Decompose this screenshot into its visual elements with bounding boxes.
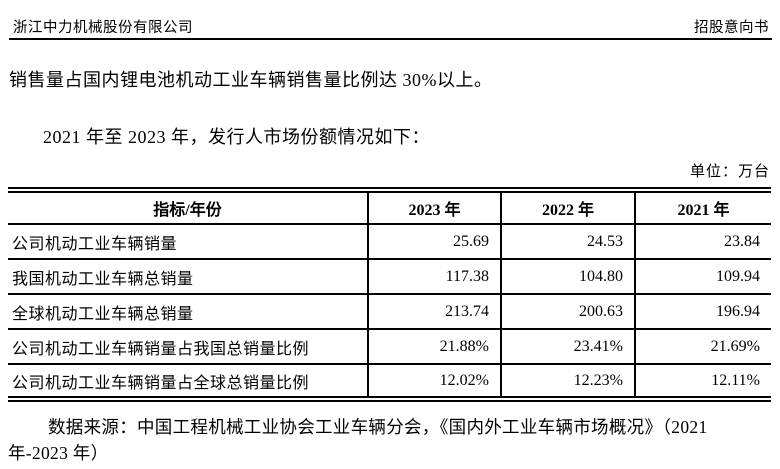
cell-value: 21.88% — [367, 329, 501, 365]
cell-value: 117.38 — [367, 259, 501, 295]
row-label-china-share-ratio: 公司机动工业车辆销量占我国总销量比例 — [8, 329, 368, 365]
data-source-note-line2: 年-2023 年） — [8, 443, 109, 463]
cell-value: 25.69 — [367, 224, 501, 260]
cell-value: 213.74 — [367, 294, 501, 330]
cell-value: 200.63 — [500, 294, 635, 330]
column-header-indicator: 指标/年份 — [8, 190, 368, 225]
document-header: 浙江中力机械股份有限公司 招股意向书 — [13, 16, 769, 37]
header-divider — [9, 38, 772, 40]
cell-value: 196.94 — [634, 294, 771, 330]
cell-value: 23.84 — [634, 224, 771, 260]
cell-value: 12.23% — [500, 364, 635, 399]
cell-value: 24.53 — [500, 224, 635, 260]
column-header-2021: 2021 年 — [634, 190, 771, 225]
cell-value: 21.69% — [634, 329, 771, 365]
market-share-table: 指标/年份 2023 年 2022 年 2021 年 公司机动工业车辆销量 25… — [8, 187, 771, 402]
cell-value: 23.41% — [500, 329, 635, 365]
data-source-note: 数据来源：中国工程机械工业协会工业车辆分会，《国内外工业车辆市场概况》（2021… — [8, 414, 774, 466]
table-row: 公司机动工业车辆销量占我国总销量比例 21.88% 23.41% 21.69% — [8, 329, 771, 365]
body-paragraph-sales-ratio: 销售量占国内锂电池机动工业车辆销售量比例达 30%以上。 — [9, 70, 493, 90]
row-label-china-total-sales: 我国机动工业车辆总销量 — [8, 259, 368, 295]
document-type-label: 招股意向书 — [694, 20, 769, 36]
table-unit-label: 单位：万台 — [689, 164, 770, 180]
cell-value: 109.94 — [634, 259, 771, 295]
table-header-row: 指标/年份 2023 年 2022 年 2021 年 — [8, 190, 771, 225]
row-label-global-share-ratio: 公司机动工业车辆销量占全球总销量比例 — [12, 374, 310, 392]
table-row: 公司机动工业车辆销量 25.69 24.53 23.84 — [8, 224, 771, 260]
row-label-company-sales: 公司机动工业车辆销量 — [8, 224, 368, 260]
cell-value: 12.02% — [367, 364, 501, 399]
table-row: 全球机动工业车辆总销量 213.74 200.63 196.94 — [8, 294, 771, 330]
company-name: 浙江中力机械股份有限公司 — [13, 20, 193, 36]
row-label-global-total-sales: 全球机动工业车辆总销量 — [8, 294, 368, 330]
table-row: 公司机动工业车辆销量占全球总销量比例 12.02% 12.23% 12.11% — [8, 364, 771, 399]
column-header-2022: 2022 年 — [500, 190, 635, 225]
cell-value: 12.11% — [634, 364, 771, 399]
data-source-note-line1: 数据来源：中国工程机械工业协会工业车辆分会，《国内外工业车辆市场概况》（2021 — [48, 417, 708, 437]
cell-value: 104.80 — [500, 259, 635, 295]
table-row: 我国机动工业车辆总销量 117.38 104.80 109.94 — [8, 259, 771, 295]
body-paragraph-market-share-intro: 2021 年至 2023 年，发行人市场份额情况如下： — [43, 127, 430, 147]
column-header-2023: 2023 年 — [367, 190, 501, 225]
